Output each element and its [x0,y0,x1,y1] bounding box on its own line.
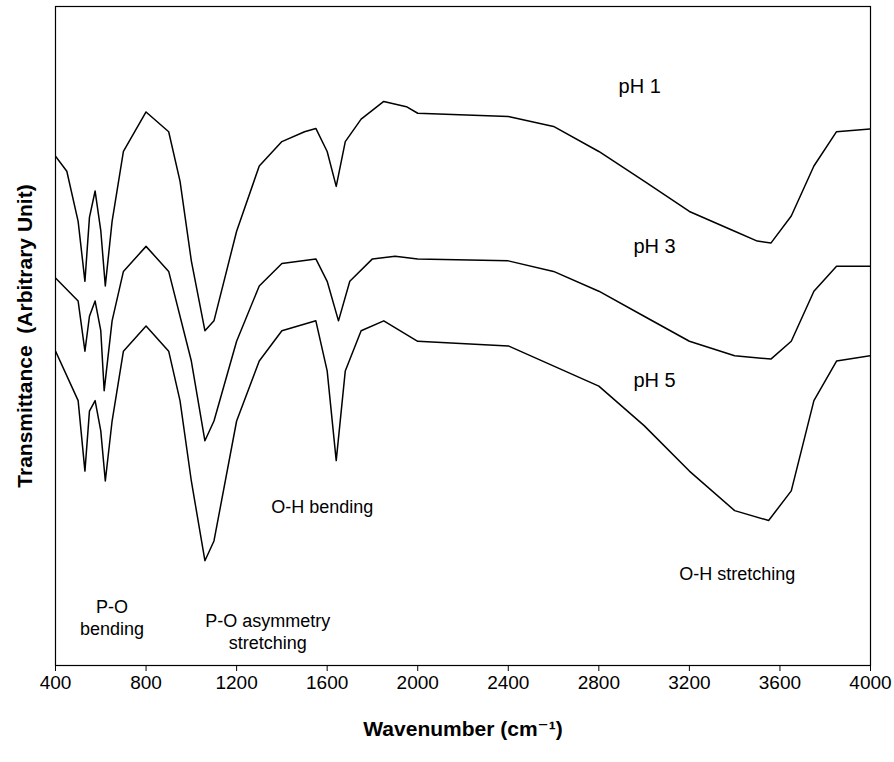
svg-text:4000: 4000 [849,672,891,693]
svg-text:3600: 3600 [759,672,801,693]
svg-text:P-O asymmetrystretching: P-O asymmetrystretching [205,611,330,654]
svg-text:pH 5: pH 5 [633,369,675,391]
svg-text:O-H bending: O-H bending [271,497,373,517]
svg-text:1200: 1200 [215,672,257,693]
svg-text:800: 800 [130,672,162,693]
svg-text:Transmittance (Arbitrary Unit: Transmittance (Arbitrary Unit) [13,184,36,487]
svg-text:2000: 2000 [397,672,439,693]
svg-text:Wavenumber (cm⁻¹): Wavenumber (cm⁻¹) [363,717,562,740]
svg-text:P-Obending: P-Obending [80,597,144,640]
svg-text:O-H stretching: O-H stretching [679,564,795,584]
svg-text:2400: 2400 [487,672,529,693]
svg-text:400: 400 [40,672,72,693]
svg-text:3200: 3200 [668,672,710,693]
svg-text:1600: 1600 [306,672,348,693]
svg-text:2800: 2800 [578,672,620,693]
svg-text:pH 1: pH 1 [619,75,661,97]
svg-text:pH 3: pH 3 [633,235,675,257]
